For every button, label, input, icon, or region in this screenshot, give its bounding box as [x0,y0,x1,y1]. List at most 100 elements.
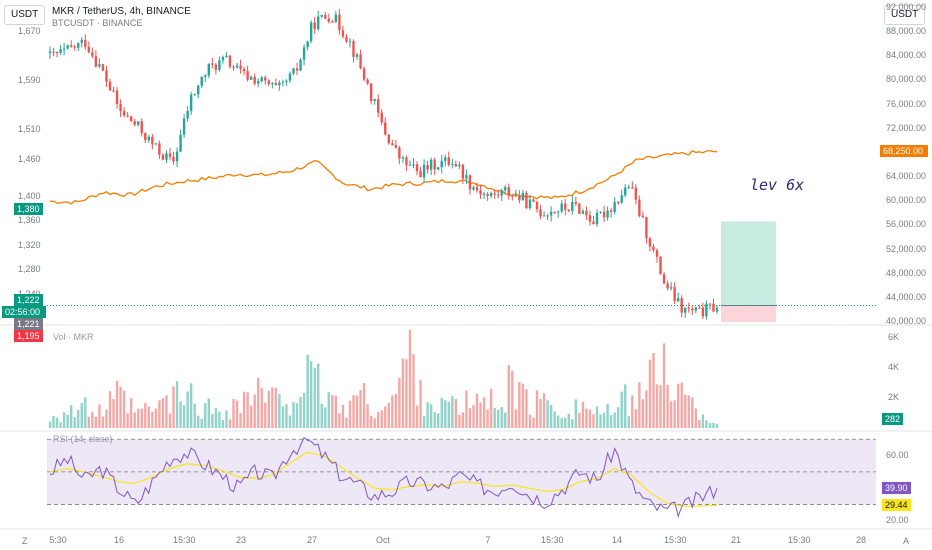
volume-bar [525,389,528,428]
volume-bar [578,412,581,428]
volume-bar [218,411,221,428]
left-currency-button[interactable]: USDT [4,5,46,25]
candle-body [69,45,73,47]
candle-body [260,77,263,82]
volume-bar [634,409,638,428]
right-currency-button[interactable]: USDT [884,5,926,25]
volume-bar [408,329,412,428]
position-tool[interactable] [721,221,776,322]
volume-bar [655,384,659,428]
volume-bars [48,329,719,428]
volume-bar [405,359,408,428]
candle-body [662,274,666,284]
volume-bar [451,395,454,428]
volume-bar [514,409,518,428]
volume-bar [172,386,175,428]
volume-bar [426,402,429,428]
candle-body [338,14,341,31]
volume-bar [694,408,698,428]
loss-zone[interactable] [721,305,776,322]
candle-body [91,52,94,57]
volume-bar [108,391,112,428]
profit-zone[interactable] [721,221,776,306]
candle-body [634,187,638,200]
volume-bar [235,400,239,428]
volume-bar [638,382,641,428]
candle-body [242,68,246,72]
volume-bar [599,414,602,428]
left-axis-tick: 1,670 [18,26,41,37]
candle-body [588,215,592,222]
volume-bar [472,405,475,428]
volume-bar [77,409,80,428]
candle-body [482,193,486,195]
volume-bar [673,400,676,428]
candle-body [666,283,669,289]
candle-body [189,94,193,112]
volume-bar [211,413,214,428]
volume-bar [69,405,73,428]
candle-body [144,133,147,141]
volume-bar [384,406,387,428]
candle-body [377,99,380,113]
volume-bar [52,415,55,428]
candle-body [676,298,680,302]
volume-bar [101,416,105,428]
left-axis-tick: 1,400 [18,191,41,201]
time-axis-tick: 15:30 [788,535,811,545]
volume-bar [613,412,616,428]
candle-body [161,154,165,160]
volume-bar [267,390,271,428]
candle-body [359,54,362,69]
candle-body [317,16,320,30]
volume-bar [468,408,472,428]
candle-body [147,136,151,141]
candle-body [137,121,140,125]
candle-body [133,121,136,125]
time-axis-tick: 21 [730,535,741,545]
time-axis-tick: 23 [235,535,246,545]
volume-bar [676,383,680,428]
right-axis-tick: 52,000.00 [886,243,927,254]
candle-body [599,211,602,213]
volume-bar [225,410,228,428]
candle-body [444,157,447,161]
candle-body [592,221,595,225]
volume-bar [698,420,701,428]
candle-body [525,192,528,209]
volume-bar [175,381,179,428]
candle-body [264,77,267,81]
candle-body [564,203,567,210]
volume-bar [154,408,158,428]
candle-body [345,36,348,42]
volume-bar [98,404,101,428]
candle-body [539,209,542,217]
time-axis-tick: 15:30 [541,535,564,545]
candle-body [641,215,645,218]
right-axis-tick: 60,000.00 [886,195,927,206]
volume-bar [309,361,313,428]
candle-body [458,164,461,167]
candle-body [228,55,232,67]
volume-bar [556,415,560,428]
volume-bar [553,411,556,428]
auto-scale-button[interactable]: A [903,536,910,546]
candle-body [567,209,570,212]
volume-bar [500,407,503,428]
candle-body [253,76,256,84]
candle-body [362,68,366,80]
candle-body [59,49,62,54]
volume-axis-tick: 2K [888,391,900,402]
symbol-title[interactable]: MKR / TetherUS, 4h, BINANCE [52,6,191,17]
candle-body [292,68,295,74]
volume-bar [539,398,542,428]
candle-body [429,159,433,170]
volume-bar [624,384,627,428]
volume-bar [571,419,574,428]
compare-symbol-label[interactable]: BTCUSDT · BINANCE [52,18,143,28]
pane-separators[interactable] [0,324,932,432]
zoom-corner-button[interactable]: Z [22,536,28,546]
lev-annotation[interactable]: lev 6x [750,176,805,194]
candle-body [655,250,659,257]
